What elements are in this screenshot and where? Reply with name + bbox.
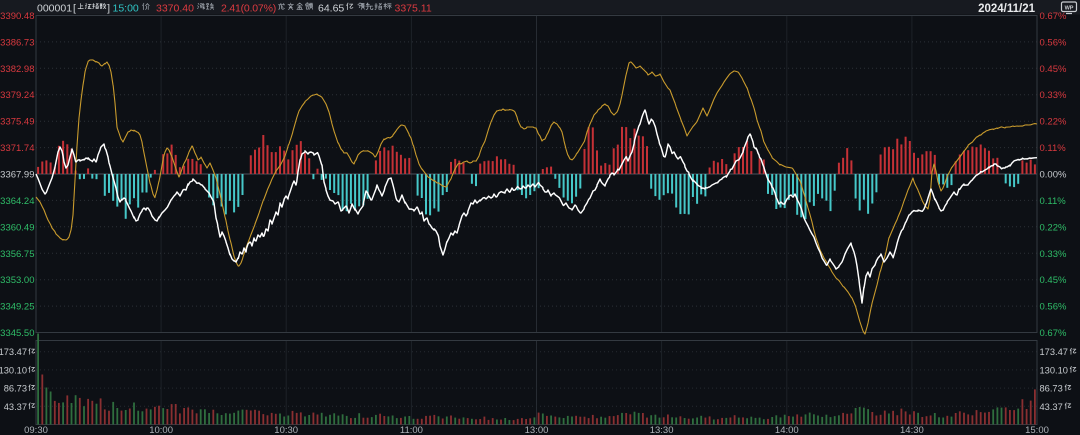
svg-text:[: [ [73, 3, 76, 15]
svg-text:3360.49: 3360.49 [0, 222, 34, 233]
svg-text:13:00: 13:00 [525, 425, 549, 435]
svg-text:09:30: 09:30 [24, 425, 48, 435]
svg-text:3370.40: 3370.40 [156, 3, 194, 15]
svg-text:130.10: 130.10 [1040, 365, 1068, 375]
svg-text:43.37: 43.37 [1040, 402, 1063, 412]
svg-text:3382.98: 3382.98 [0, 64, 34, 75]
svg-text:3345.50: 3345.50 [0, 328, 34, 339]
svg-text:0.11%: 0.11% [1040, 143, 1067, 154]
svg-text:0.45%: 0.45% [1040, 64, 1067, 75]
svg-text:0.11%: 0.11% [1040, 196, 1067, 207]
svg-text:14:30: 14:30 [900, 425, 924, 435]
svg-text:10:30: 10:30 [274, 425, 298, 435]
svg-text:0.45%: 0.45% [1040, 275, 1067, 286]
svg-text:3353.00: 3353.00 [0, 275, 34, 286]
svg-text:130.10: 130.10 [0, 365, 27, 375]
svg-text:3375.49: 3375.49 [0, 117, 34, 128]
svg-text:3356.75: 3356.75 [0, 249, 34, 260]
svg-text:0.56%: 0.56% [1040, 37, 1067, 48]
svg-text:64.65: 64.65 [318, 3, 344, 15]
svg-text:0.00%: 0.00% [1040, 170, 1067, 181]
svg-text:3379.24: 3379.24 [0, 90, 34, 101]
svg-text:86.73: 86.73 [1040, 384, 1063, 394]
svg-text:3364.24: 3364.24 [0, 196, 34, 207]
svg-text:0.33%: 0.33% [1040, 249, 1067, 260]
svg-text:0.22%: 0.22% [1040, 117, 1067, 128]
svg-text:43.37: 43.37 [4, 402, 27, 412]
svg-text:2.41(0.07%): 2.41(0.07%) [221, 3, 276, 15]
svg-text:13:30: 13:30 [650, 425, 674, 435]
svg-text:000001: 000001 [37, 3, 72, 15]
svg-text:173.47: 173.47 [0, 347, 27, 357]
svg-text:0.56%: 0.56% [1040, 302, 1067, 313]
svg-text:WP: WP [1065, 6, 1074, 12]
svg-text:]: ] [107, 3, 110, 15]
svg-text:86.73: 86.73 [4, 384, 27, 394]
svg-text:173.47: 173.47 [1040, 347, 1068, 357]
svg-text:3371.74: 3371.74 [0, 143, 34, 154]
svg-text:0.67%: 0.67% [1040, 328, 1067, 339]
svg-text:2024/11/21: 2024/11/21 [978, 3, 1036, 15]
svg-text:15:00: 15:00 [1025, 425, 1049, 435]
svg-text:11:00: 11:00 [400, 425, 423, 435]
svg-text:3367.99: 3367.99 [0, 170, 34, 181]
svg-text:14:00: 14:00 [775, 425, 799, 435]
svg-text:0.67%: 0.67% [1040, 11, 1067, 22]
svg-text:3349.25: 3349.25 [0, 302, 34, 313]
svg-text:0.22%: 0.22% [1040, 222, 1067, 233]
svg-text:3390.48: 3390.48 [0, 11, 34, 22]
svg-text:3375.11: 3375.11 [395, 3, 432, 15]
svg-text:3386.73: 3386.73 [0, 37, 34, 48]
svg-text:0.33%: 0.33% [1040, 90, 1067, 101]
svg-text:15:00: 15:00 [113, 3, 139, 15]
svg-text:10:00: 10:00 [149, 425, 173, 435]
